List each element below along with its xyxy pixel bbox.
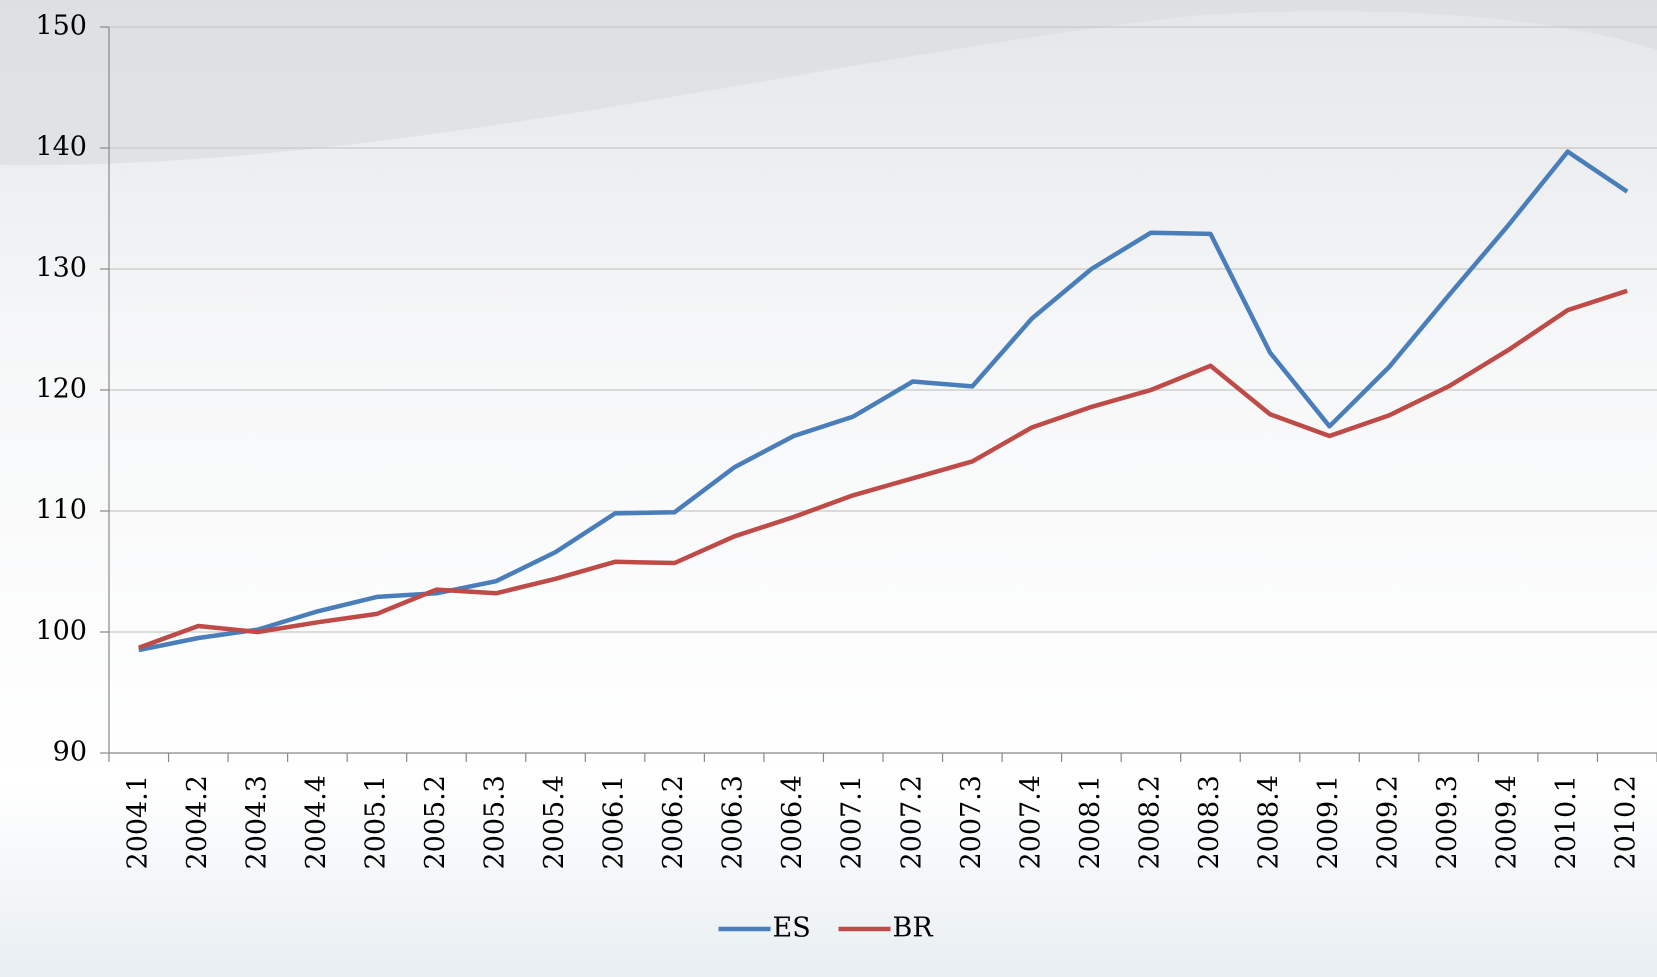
legend-item: ES	[718, 913, 811, 944]
x-tick-label: 2004.3	[241, 775, 272, 869]
series-line	[138, 149, 1629, 653]
series-line	[138, 288, 1628, 650]
x-tick-label: 2005.2	[420, 775, 451, 869]
x-tick-label: 2007.2	[896, 775, 927, 869]
y-tick-label: 120	[35, 374, 87, 405]
x-tick-label: 2008.3	[1194, 775, 1225, 869]
x-tick-label: 2009.4	[1492, 775, 1523, 869]
y-tick-label: 140	[35, 132, 87, 163]
x-tick-label: 2008.1	[1075, 775, 1106, 869]
x-tick-label: 2008.2	[1134, 775, 1165, 869]
x-tick-label: 2006.4	[777, 775, 808, 869]
x-tick-label: 2010.1	[1551, 775, 1582, 869]
y-tick-label: 110	[35, 495, 87, 526]
x-tick-label: 2004.2	[182, 775, 213, 869]
x-tick-label: 2010.2	[1611, 775, 1642, 869]
background-wave	[0, 0, 1657, 166]
y-tick-label: 100	[35, 616, 87, 647]
x-tick-label: 2007.3	[956, 775, 987, 869]
x-tick-label: 2008.4	[1254, 775, 1285, 869]
x-tick-label: 2004.1	[122, 775, 153, 869]
x-tick-label: 2006.2	[658, 775, 689, 869]
x-tick-label: 2009.1	[1313, 775, 1344, 869]
x-tick-label: 2009.3	[1432, 775, 1463, 869]
y-tick-label: 90	[53, 737, 87, 768]
y-tick-label: 150	[35, 11, 87, 42]
legend-item: BR	[838, 913, 934, 944]
x-tick-label: 2007.4	[1015, 775, 1046, 869]
x-tick-label: 2007.1	[837, 775, 868, 869]
legend-label: BR	[893, 913, 934, 944]
y-tick-label: 130	[35, 253, 87, 284]
legend-label: ES	[773, 913, 811, 944]
x-tick-label: 2004.4	[301, 775, 332, 869]
x-tick-label: 2005.1	[360, 775, 391, 869]
x-tick-label: 2006.3	[718, 775, 749, 869]
x-tick-label: 2006.1	[599, 775, 630, 869]
x-tick-label: 2005.4	[539, 775, 570, 869]
x-tick-label: 2009.2	[1373, 775, 1404, 869]
x-tick-label: 2005.3	[480, 775, 511, 869]
